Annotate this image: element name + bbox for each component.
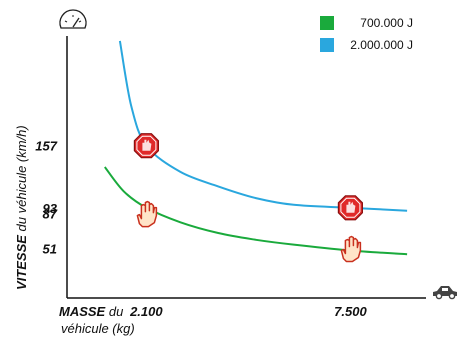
- stop-sign-icon: [337, 195, 363, 221]
- legend-swatch: [320, 38, 334, 52]
- legend: 700.000 J 2.000.000 J: [320, 16, 413, 52]
- legend-label: 700.000 J: [360, 16, 413, 30]
- stop-sign-icon: [133, 133, 159, 159]
- series-lines: [104, 40, 408, 256]
- car-icon: [433, 286, 457, 300]
- x-axis-title-line1: MASSE du: [59, 304, 123, 319]
- x-axis-title-line2: véhicule (kg): [61, 321, 135, 336]
- series-line-1: [118, 40, 408, 212]
- series-markers: [133, 133, 363, 263]
- x-axis-title-rest: du: [105, 304, 123, 319]
- y-axis-title: VITESSE du véhicule (km/h): [14, 125, 29, 290]
- legend-label: 2.000.000 J: [350, 38, 413, 52]
- y-tick-label: 51: [43, 242, 57, 257]
- series-line-0: [104, 166, 408, 256]
- y-axis-title-rest: du véhicule (km/h): [14, 125, 29, 235]
- x-tick-label: 2.100: [129, 304, 163, 319]
- y-tick-label: 157: [35, 139, 57, 154]
- speedometer-icon: [59, 9, 87, 29]
- x-tick-label: 7.500: [334, 304, 367, 319]
- y-axis-title-bold: VITESSE: [14, 235, 29, 290]
- x-axis-title-bold: MASSE: [59, 304, 106, 319]
- y-tick-label: 93: [43, 201, 58, 216]
- legend-swatch: [320, 16, 334, 30]
- y-tick-label: 87: [43, 207, 58, 222]
